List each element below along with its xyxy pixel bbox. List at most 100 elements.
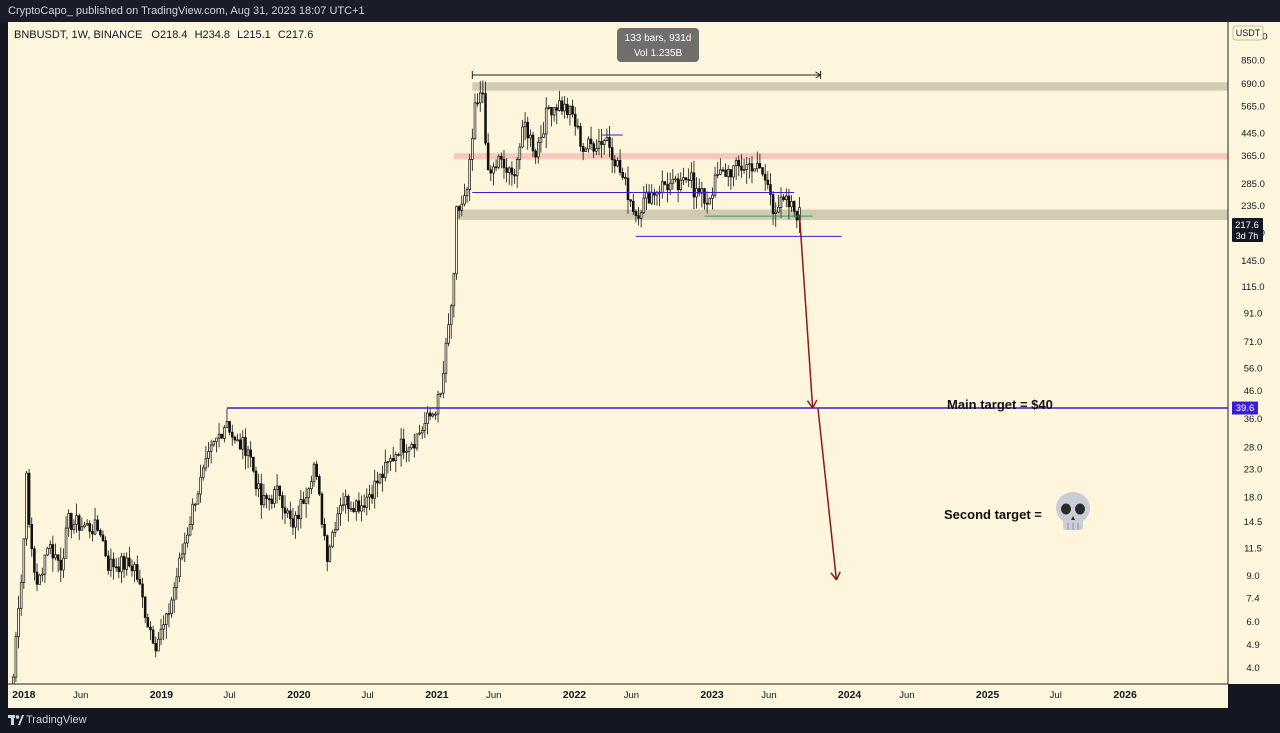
candle-body (597, 141, 601, 149)
arrow-head (835, 571, 841, 581)
candle (370, 485, 374, 504)
candle-body (500, 156, 503, 160)
candle-body (114, 566, 118, 569)
svg-text:BNBUSDT, 1W, BINANCE O21: BNBUSDT, 1W, BINANCE O218.4 H234.8 L215.… (14, 29, 313, 41)
candle-body (782, 196, 785, 200)
price-tick-label: 56.0 (1244, 364, 1263, 375)
candle-body (629, 199, 632, 202)
candle-body (526, 121, 530, 139)
candle-body (323, 524, 326, 537)
candle (637, 206, 640, 226)
price-tick-label: 690.0 (1241, 79, 1265, 90)
candle (391, 446, 395, 463)
candle-body (737, 160, 741, 167)
candle-body (397, 454, 400, 456)
time-axis[interactable] (8, 684, 1228, 708)
candle-body (14, 636, 18, 678)
candle (201, 464, 205, 481)
candle-body (262, 495, 266, 506)
candle (373, 469, 376, 509)
candle (782, 194, 785, 202)
candle-body (117, 566, 121, 573)
candle-body (779, 196, 783, 208)
arrows-layer (798, 214, 841, 581)
candle-body (716, 174, 719, 176)
candle-body (59, 559, 63, 571)
candle-body (180, 553, 184, 559)
candle-body (96, 519, 99, 531)
candle (72, 519, 76, 534)
candle-body (473, 102, 477, 139)
candle (91, 524, 94, 542)
price-axis[interactable] (1228, 22, 1280, 684)
time-ticks: 2018 Jun 2019 Jul 2020 Jul 2021 Jun 2022 Jun 2023 J… (12, 689, 1137, 701)
candle (291, 508, 295, 536)
candle (278, 485, 282, 500)
arrow-shaft (798, 214, 814, 409)
candle (476, 93, 479, 107)
arrow-shaft (817, 407, 838, 581)
candle (774, 202, 778, 227)
price-chart[interactable]: 1050.0850.0690.0565.0445.0365.0285.0235.… (0, 22, 1280, 708)
time-tick-label: 2019 (150, 689, 174, 701)
price-tick-label: 7.4 (1246, 593, 1259, 604)
candle (563, 96, 566, 119)
candle-body (684, 177, 688, 180)
candle-body (753, 168, 756, 172)
candle (378, 473, 382, 485)
candle (407, 446, 411, 462)
candle (151, 625, 155, 644)
ohlc-open: O218.4 (151, 29, 187, 41)
candle (484, 81, 487, 146)
candle-body (544, 107, 548, 135)
publish-header: CryptoCapo_ published on TradingView.com… (0, 0, 1280, 22)
candle (531, 131, 535, 158)
candle-body (122, 556, 126, 570)
candle-body (30, 523, 34, 550)
candle (560, 96, 564, 115)
candle (703, 188, 706, 210)
candle-body (383, 461, 387, 479)
time-tick-label: 2023 (700, 689, 724, 701)
candle-body (120, 556, 123, 573)
time-tick-label: 2026 (1113, 689, 1137, 701)
candle-body (415, 433, 419, 449)
candle-body (394, 454, 398, 462)
candle (125, 552, 128, 576)
candle (397, 452, 400, 457)
candle (77, 513, 81, 540)
time-tick-label: Jul (361, 690, 373, 701)
candle-body (270, 498, 274, 504)
candle (159, 618, 163, 646)
candle-body (389, 458, 392, 463)
time-tick-label: Jun (761, 690, 776, 701)
candle (112, 552, 115, 580)
candle (75, 503, 78, 533)
candle (687, 168, 690, 187)
candle (602, 138, 606, 155)
candle (362, 494, 366, 513)
candle-body (376, 480, 379, 484)
candle-body (365, 496, 369, 508)
candle (349, 501, 353, 512)
candle (241, 430, 245, 460)
candle (299, 489, 303, 529)
candle (726, 164, 730, 187)
candle-body (634, 211, 638, 216)
candle-body (257, 483, 260, 490)
candle (85, 519, 89, 526)
candle-body (486, 142, 490, 171)
candle-body (249, 449, 252, 458)
candle-body (25, 472, 28, 540)
candle-body (639, 212, 643, 219)
time-tick-label: Jul (1050, 690, 1062, 701)
candle (787, 188, 791, 220)
candle-body (67, 513, 70, 529)
candle-body (215, 437, 218, 442)
candle-body (354, 500, 358, 513)
candle (365, 488, 369, 516)
candle (225, 408, 229, 428)
time-tick-label: 2024 (838, 689, 862, 701)
candle-body (740, 165, 743, 171)
price-tick-label: 91.0 (1244, 309, 1263, 320)
